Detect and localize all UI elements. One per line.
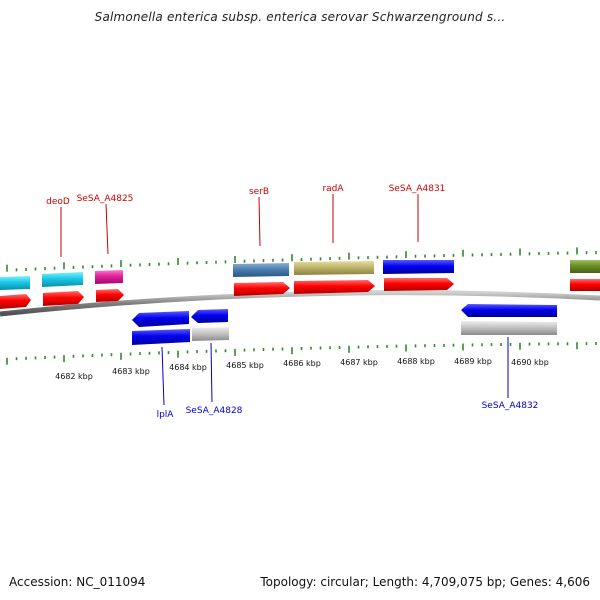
forward-features (0, 260, 600, 290)
forward-strand-genes (0, 278, 600, 309)
gene-label-sesa-a4825[interactable]: SeSA_A4825 (77, 194, 134, 204)
feature-box[interactable] (132, 329, 190, 345)
inner-ticks (6, 342, 597, 365)
feature-box[interactable] (570, 260, 600, 273)
gene-arrow[interactable] (191, 309, 228, 323)
map-title: Salmonella enterica subsp. enterica sero… (94, 10, 506, 24)
gene-arrow[interactable] (570, 279, 600, 291)
gene-label-sesa-a4828[interactable]: SeSA_A4828 (186, 406, 243, 416)
scale-label: 4688 kbp (397, 357, 435, 366)
scale-label: 4687 kbp (340, 358, 378, 367)
scale-label: 4682 kbp (55, 372, 93, 381)
gene-arrow[interactable] (0, 294, 31, 309)
scale-label: 4686 kbp (283, 359, 321, 368)
gene-label-sesa-a4831[interactable]: SeSA_A4831 (389, 184, 446, 194)
genome-backbone (0, 290, 600, 317)
gene-arrow[interactable] (132, 311, 189, 327)
forward-gene-labels: deoD SeSA_A4825 serB radA SeSA_A4831 (46, 184, 445, 207)
gene-label-radA[interactable]: radA (322, 184, 344, 194)
genome-summary-text: Topology: circular; Length: 4,709,075 bp… (260, 575, 590, 589)
scale-label: 4684 kbp (169, 363, 207, 372)
scale-labels: 4682 kbp 4683 kbp 4684 kbp 4685 kbp 4686… (55, 357, 549, 381)
scale-label: 4689 kbp (454, 357, 492, 366)
feature-box[interactable] (383, 260, 454, 274)
gene-arrow[interactable] (461, 304, 557, 317)
accession-text: Accession: NC_011094 (9, 575, 146, 589)
gene-arrow[interactable] (384, 278, 454, 291)
feature-box[interactable] (95, 270, 123, 284)
reverse-gene-labels: lplA SeSA_A4828 SeSA_A4832 (157, 401, 539, 420)
forward-label-leaders (60, 194, 419, 257)
gene-arrow[interactable] (43, 291, 84, 306)
gene-label-deoD[interactable]: deoD (46, 197, 70, 207)
gene-label-serB[interactable]: serB (249, 187, 269, 197)
gene-label-lplA[interactable]: lplA (157, 410, 175, 420)
scale-label: 4685 kbp (226, 361, 264, 370)
feature-box[interactable] (0, 276, 30, 290)
scale-label: 4683 kbp (112, 367, 150, 376)
feature-box[interactable] (42, 272, 83, 287)
gene-arrow[interactable] (234, 282, 290, 296)
feature-box[interactable] (294, 261, 374, 275)
feature-box[interactable] (233, 263, 289, 277)
gene-label-sesa-a4832[interactable]: SeSA_A4832 (482, 401, 539, 411)
scale-label: 4690 kbp (511, 358, 549, 367)
feature-box[interactable] (461, 321, 557, 335)
outer-ticks (6, 247, 597, 272)
gene-arrow[interactable] (96, 289, 124, 302)
gene-arrow[interactable] (294, 280, 375, 294)
feature-box[interactable] (192, 327, 229, 341)
reverse-label-leaders (161, 337, 509, 406)
reverse-strand-genes (132, 304, 557, 345)
